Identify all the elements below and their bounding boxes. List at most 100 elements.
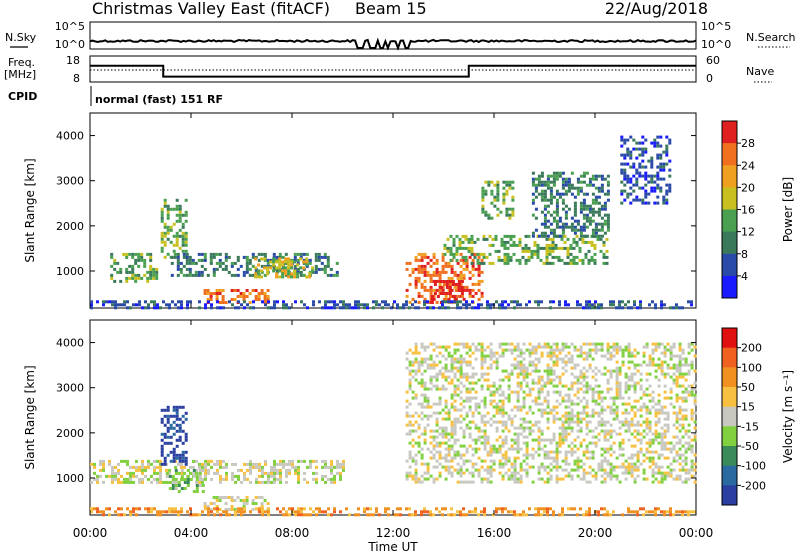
data-cell [663,456,667,460]
data-cell [239,295,243,298]
data-cell [600,447,604,451]
data-cell [150,474,153,478]
data-cell [496,180,500,184]
data-cell [441,372,445,376]
data-cell [558,432,562,436]
data-cell [501,306,504,310]
data-cell [501,438,505,442]
data-cell [420,480,424,484]
data-cell [357,507,360,511]
data-cell [597,438,601,442]
data-cell [207,513,210,517]
data-cell [564,459,568,463]
data-cell [436,295,440,298]
data-cell [567,357,571,361]
data-cell [429,435,433,439]
data-cell [128,264,132,268]
data-cell [305,257,309,261]
data-cell [576,420,580,424]
data-cell [447,438,451,442]
data-cell [134,258,138,262]
data-cell [651,432,655,436]
data-cell [414,378,418,382]
data-cell [636,465,640,469]
data-cell [590,243,594,247]
data-cell [432,447,436,451]
data-cell [678,417,682,421]
data-cell [522,366,526,370]
data-cell [555,207,559,211]
data-cell [482,261,486,265]
data-cell [216,306,219,310]
data-cell [180,475,184,478]
data-cell [639,507,642,511]
data-cell [263,295,267,298]
data-cell [540,375,544,379]
data-cell [222,459,225,463]
data-cell [558,390,562,394]
data-cell [447,432,451,436]
data-cell [513,390,517,394]
data-cell [288,507,291,511]
data-cell [447,297,451,301]
data-cell [260,289,264,292]
data-cell [137,258,141,262]
data-cell [645,378,649,382]
data-cell [501,453,505,457]
data-cell [630,423,634,427]
data-cell [432,438,436,442]
data-cell [184,240,188,244]
data-cell [477,447,481,451]
data-cell [513,438,517,442]
data-cell [627,360,631,364]
data-cell [555,441,559,445]
data-cell [257,295,261,298]
data-cell [414,441,418,445]
data-cell [684,357,688,361]
data-cell [462,405,466,409]
data-cell [522,399,526,403]
data-cell [528,465,532,469]
data-cell [663,477,667,481]
data-cell [484,192,488,196]
data-cell [576,513,579,517]
data-cell [471,282,475,286]
data-cell [201,490,205,493]
data-cell [471,453,475,457]
data-cell [468,294,472,298]
data-cell [645,510,648,514]
data-cell [260,275,264,279]
data-cell [645,411,649,415]
data-cell [543,438,547,442]
data-cell [455,234,459,238]
data-cell [666,510,669,514]
data-cell [534,366,538,370]
data-cell [579,399,583,403]
data-cell [501,303,504,307]
data-cell [218,499,222,502]
data-cell [486,306,489,310]
data-cell [675,375,679,379]
data-cell [527,246,531,250]
data-cell [200,273,204,277]
data-cell [633,465,637,469]
data-cell [462,375,466,379]
data-cell [183,471,186,475]
data-cell [678,363,682,367]
data-cell [493,183,497,187]
data-cell [609,462,613,466]
data-cell [684,441,688,445]
data-cell [588,222,592,226]
data-cell [204,459,207,463]
data-cell [588,387,592,391]
data-cell [489,306,492,310]
data-cell [684,363,688,367]
data-cell [314,270,318,274]
data-cell [426,273,430,277]
data-cell [330,306,333,310]
data-cell [567,183,571,187]
data-cell [496,186,500,190]
data-cell [486,303,489,307]
data-cell [504,423,508,427]
data-cell [153,303,156,307]
